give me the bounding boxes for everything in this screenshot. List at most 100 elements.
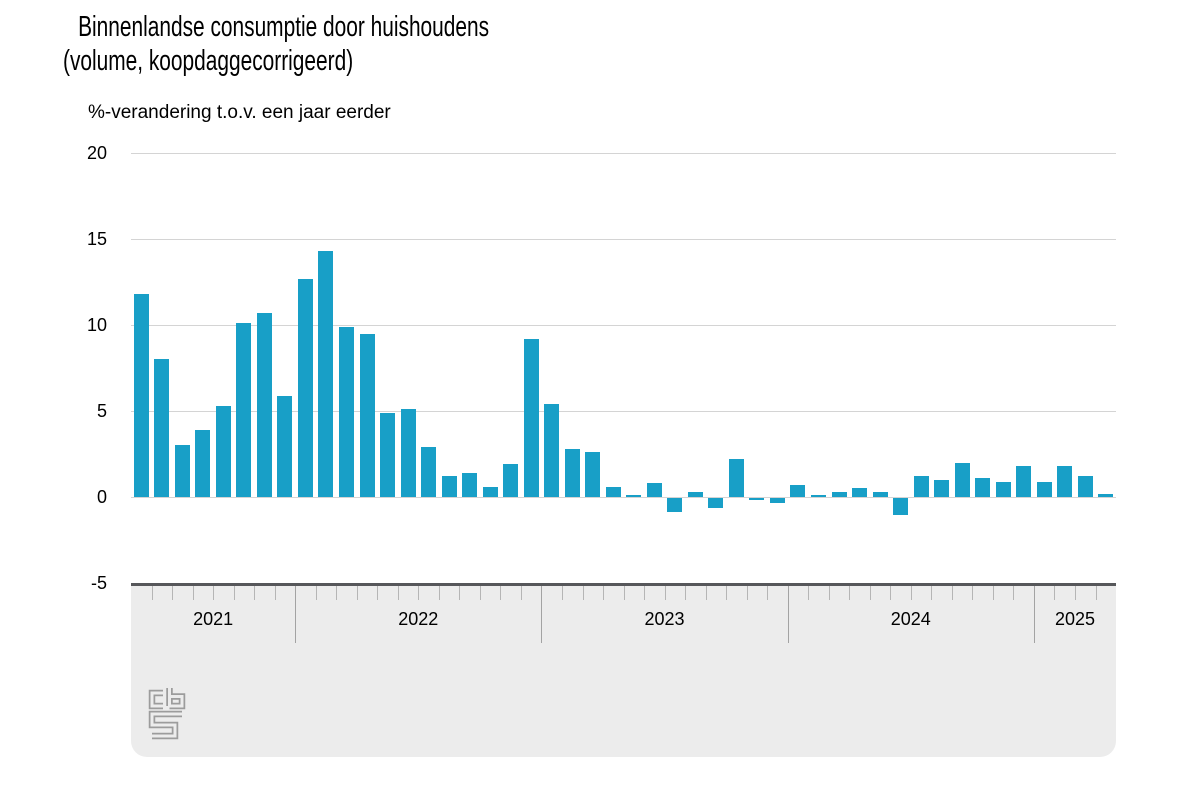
bar [297,278,313,497]
bar [503,464,519,497]
month-tick [644,586,645,600]
x-axis-line [131,583,1116,586]
y-tick-label: 5 [96,401,107,421]
month-tick [254,586,256,600]
y-tick-label: 10 [86,315,107,335]
month-tick [1095,586,1097,600]
month-tick [192,586,194,600]
bar [195,429,211,497]
year-label: 2023 [644,609,685,629]
gridline [131,239,1116,240]
month-tick [664,586,666,600]
month-tick [849,586,851,600]
bar [154,359,170,497]
bar [687,491,703,497]
bar [359,333,375,497]
bar [1036,481,1052,497]
month-tick [1013,586,1015,600]
bar [954,462,970,497]
bar [318,251,334,497]
bar [421,447,437,497]
month-tick [931,586,933,600]
month-tick [890,586,892,600]
month-tick [1075,586,1076,600]
month-tick [520,586,522,600]
month-tick [479,586,481,600]
month-tick [315,586,317,600]
month-tick [603,586,604,600]
bar [810,495,826,497]
bar [277,395,293,497]
bar [605,486,621,497]
month-tick [726,586,728,600]
x-axis-band [131,583,1116,757]
bar [626,495,642,497]
month-tick [746,586,748,600]
bar [441,476,457,497]
bar [1016,466,1032,497]
bar [564,448,580,497]
month-tick [418,586,420,600]
bar [728,459,744,497]
bar [749,498,765,500]
year-divider [295,586,297,643]
gridline [131,411,1116,412]
bar [790,485,806,497]
month-tick [233,586,235,600]
month-tick [828,586,830,600]
month-tick [582,586,584,600]
bar [585,452,601,497]
month-tick [1054,586,1056,600]
bar [975,478,991,497]
month-tick [910,586,912,600]
month-tick [561,586,563,600]
bar [667,498,683,512]
month-tick [213,586,215,600]
month-tick [767,586,769,600]
year-divider [787,586,789,643]
month-tick [992,586,994,600]
bar [769,498,785,504]
bar [400,409,416,497]
month-tick [685,586,687,600]
y-tick-label: 0 [96,487,107,507]
year-label: 2024 [890,609,931,629]
bar [893,498,908,516]
bar [215,405,231,497]
month-tick [397,586,399,600]
month-tick [623,586,625,600]
year-label: 2022 [398,609,439,629]
month-tick [377,586,379,600]
cbs-logo-icon [148,688,186,740]
bar [995,481,1011,497]
year-divider [541,586,543,643]
bar [482,486,498,497]
bar [174,445,190,497]
bar [544,404,560,497]
bar [852,488,867,497]
chart-subtitle: %-verandering t.o.v. een jaar eerder [88,102,391,123]
bar [339,326,354,497]
bar [831,491,847,497]
bar [133,294,149,497]
month-tick [459,586,461,600]
year-label: 2021 [193,609,234,629]
month-tick [356,586,358,600]
month-tick [705,586,707,600]
month-tick [500,586,502,600]
bar [1098,493,1114,497]
bar [256,313,272,497]
month-tick [972,586,974,600]
gridline [131,497,1116,498]
month-tick [151,586,153,600]
bar [523,338,539,497]
bar [380,412,395,497]
bar [934,479,950,497]
month-tick [869,586,871,600]
bar [872,491,888,497]
bar [913,476,929,497]
bar [462,472,478,497]
